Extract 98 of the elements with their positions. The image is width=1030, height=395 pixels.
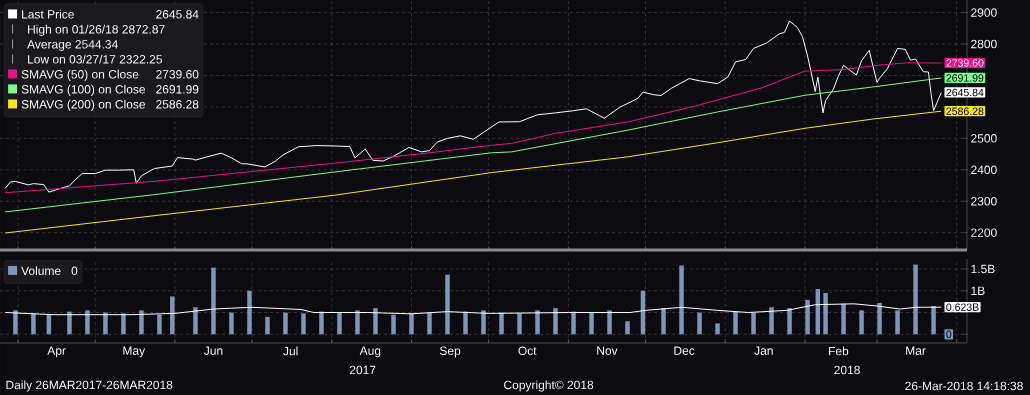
bar: [391, 314, 396, 335]
data-label: 2739.60: [946, 59, 984, 67]
y-tick-label: 2200: [971, 228, 997, 237]
bar: [805, 299, 810, 335]
bar: [859, 310, 864, 335]
x-tick-label: May: [123, 346, 146, 358]
y-tick-label: 2300: [971, 197, 997, 206]
bar: [823, 292, 828, 335]
bar: [13, 310, 18, 335]
bar: [31, 313, 36, 335]
text: 2018: [834, 365, 860, 375]
bar: [229, 312, 234, 335]
bar: [733, 311, 738, 335]
legend-label: SMAVG (100) on Close: [21, 84, 146, 96]
text: 2017: [349, 365, 376, 375]
text: 2586.28: [156, 100, 199, 109]
bar: [103, 312, 108, 335]
y-tick-label: 2900: [971, 8, 997, 17]
bar: [571, 311, 576, 335]
annotation: High on 01/26/18 2872.87: [28, 24, 165, 36]
y-tick-label: 1.5B: [971, 264, 995, 274]
y-tick-label: 2800: [971, 39, 997, 49]
bar: [895, 310, 900, 335]
legend-label: Volume: [21, 266, 61, 276]
x-tick-label: Sep: [439, 346, 461, 358]
text: 2691.99: [156, 85, 199, 94]
data-label: 2586.28: [946, 107, 984, 115]
bar: [170, 296, 175, 335]
text: Daily 26MAR2017-26MAR2018: [6, 380, 173, 392]
bar: [931, 305, 936, 335]
text: 0: [71, 266, 78, 276]
annotation: Average 2544.34: [27, 40, 118, 51]
text: 2645.84: [156, 10, 199, 19]
bar: [715, 323, 720, 335]
bar: [535, 310, 540, 335]
legend-label: Last Price: [22, 9, 74, 19]
data-label: 2645.84: [946, 88, 984, 97]
bar: [121, 313, 126, 335]
bar: [67, 311, 72, 335]
line-series: [4, 62, 942, 194]
y-tick-label: 2400: [971, 165, 997, 175]
bar: [625, 321, 630, 335]
x-tick-label: Feb: [829, 346, 849, 356]
bar: [553, 308, 558, 335]
x-tick-label: Jun: [203, 346, 223, 355]
annotation: Low on 03/27/17 2322.25: [28, 54, 162, 64]
bar: [463, 311, 468, 335]
bar: [409, 313, 414, 335]
y-tick-label: 1B: [971, 286, 985, 295]
bar: [751, 312, 756, 335]
bar: [913, 264, 918, 335]
text: 2739.60: [156, 70, 199, 79]
line-series: [4, 20, 942, 193]
bar: [499, 312, 504, 335]
bar: [427, 312, 432, 335]
data-label: 2691.99: [946, 74, 984, 82]
x-tick-label: Nov: [597, 346, 618, 355]
bar: [445, 274, 450, 335]
x-tick-label: Mar: [906, 346, 926, 355]
bar: [589, 312, 594, 335]
bar: [265, 316, 270, 335]
bar: [769, 307, 774, 335]
x-tick-label: Oct: [518, 346, 537, 356]
legend-label: SMAVG (200) on Close: [21, 99, 146, 111]
data-label: 0: [946, 330, 952, 339]
y-tick-label: 2500: [971, 134, 997, 143]
bar: [607, 310, 612, 335]
bar: [157, 314, 162, 335]
x-tick-label: Aug: [359, 346, 381, 358]
x-tick-label: Jul: [283, 346, 298, 356]
line-series: [4, 110, 942, 234]
bar: [661, 308, 666, 335]
bar: [247, 290, 252, 335]
bar: [373, 308, 378, 335]
data-label: 0.623B: [946, 303, 979, 311]
bar: [193, 307, 198, 335]
bar: [355, 310, 360, 335]
bar: [283, 312, 288, 335]
bar: [211, 267, 216, 335]
bar: [787, 308, 792, 335]
text: Copyright© 2018: [504, 380, 594, 392]
bar: [517, 313, 522, 335]
bar: [877, 302, 882, 335]
bar: [481, 310, 486, 335]
bar: [337, 312, 342, 335]
line-series: [4, 303, 942, 316]
bar: [139, 310, 144, 335]
bar: [697, 312, 702, 335]
x-tick-label: Dec: [674, 346, 695, 355]
bar: [841, 303, 846, 335]
x-tick-label: Jan: [754, 346, 773, 355]
legend-label: SMAVG (50) on Close: [21, 69, 139, 81]
bar: [85, 310, 90, 335]
text: 26-Mar-2018 14:18:38: [905, 381, 1023, 391]
bar: [319, 311, 324, 335]
x-tick-label: Apr: [47, 346, 66, 358]
bar: [679, 265, 684, 335]
bar: [301, 313, 306, 335]
